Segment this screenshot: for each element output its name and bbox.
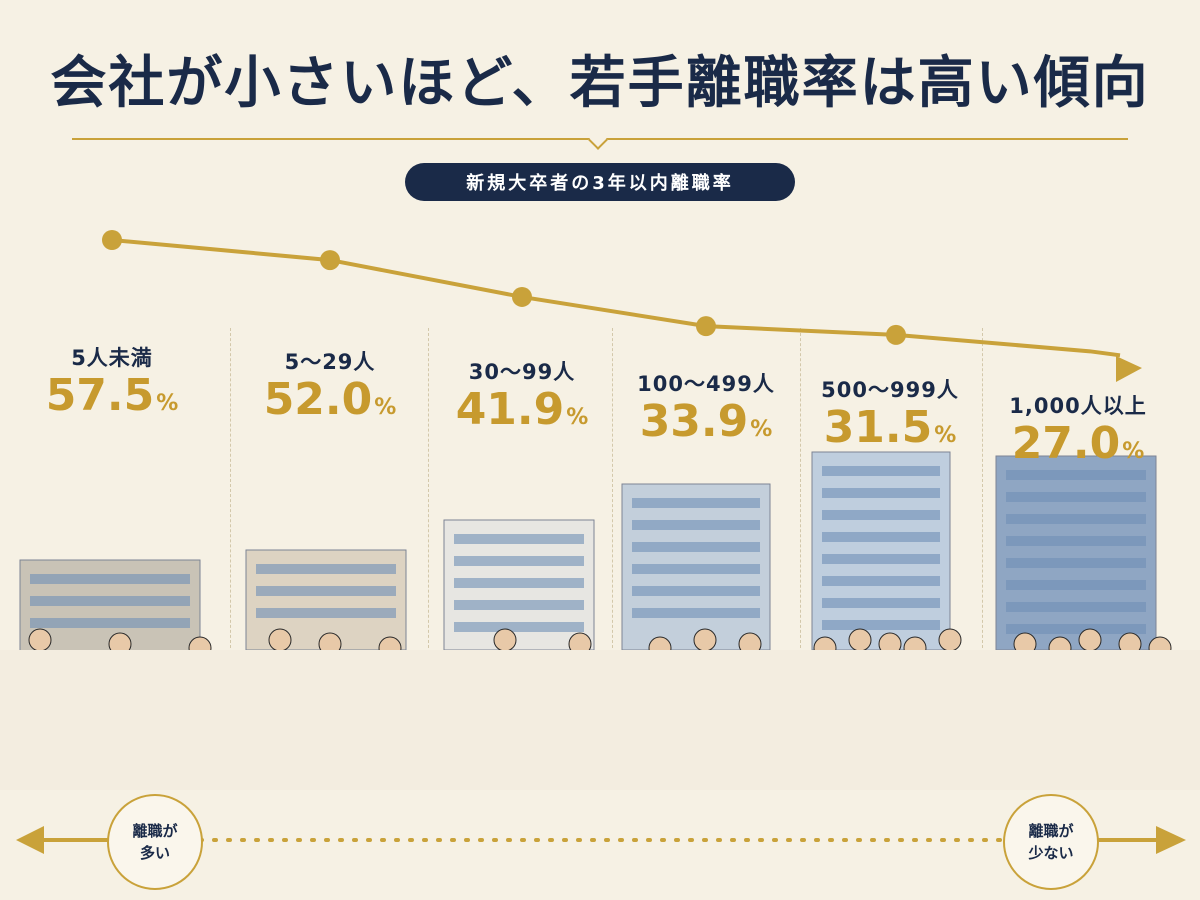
badge-line: 少ない — [1028, 844, 1074, 862]
data-label-value: 57.5 — [45, 370, 155, 421]
building-window — [1006, 470, 1146, 480]
building-window — [632, 586, 760, 596]
column-divider — [982, 328, 983, 648]
data-label: 57.5% — [12, 370, 212, 421]
people-illustration — [0, 650, 1200, 790]
data-point — [320, 250, 340, 271]
arrow-left-icon — [16, 826, 44, 854]
building-window — [632, 520, 760, 530]
arrow-right-icon — [1156, 826, 1186, 854]
turnover-scale — [16, 826, 1186, 854]
data-label-value: 31.5 — [823, 402, 933, 453]
data-label-value: 52.0 — [263, 374, 373, 425]
building-icon — [811, 451, 951, 651]
data-label-unit: % — [750, 417, 773, 442]
data-label-value: 27.0 — [1011, 418, 1121, 469]
building-window — [454, 622, 584, 632]
data-point — [886, 324, 906, 345]
data-label: 31.5% — [790, 402, 990, 453]
few-turnover-badge: 離職が 少ない — [1003, 794, 1099, 890]
category-label: 30～99人 — [468, 360, 576, 384]
column-divider — [428, 328, 429, 648]
building-icon — [995, 455, 1157, 651]
data-point — [512, 286, 532, 307]
building-window — [1006, 624, 1146, 634]
data-label-unit: % — [156, 391, 179, 416]
badge-line: 多い — [139, 844, 170, 862]
building-window — [256, 564, 396, 574]
building-window — [454, 600, 584, 610]
building-window — [454, 578, 584, 588]
category-label: 100～499人 — [637, 372, 775, 396]
badge-line: 離職が — [1028, 822, 1074, 840]
trend-arrowhead — [1116, 356, 1142, 382]
data-label-unit: % — [1122, 439, 1145, 464]
building-window — [1006, 602, 1146, 612]
building-window — [632, 564, 760, 574]
building-window — [822, 466, 940, 476]
column-divider — [800, 328, 801, 648]
series-line — [111, 238, 1121, 358]
category-label: 500～999人 — [821, 378, 959, 402]
building-window — [1006, 514, 1146, 524]
building-window — [30, 596, 190, 606]
building-window — [822, 554, 940, 564]
building-window — [822, 576, 940, 586]
building-window — [1006, 580, 1146, 590]
building-window — [256, 608, 396, 618]
building-window — [632, 542, 760, 552]
building-window — [1006, 492, 1146, 502]
category-label: 1,000人以上 — [1009, 394, 1147, 418]
chart-subtitle-pill: 新規大卒者の3年以内離職率 — [405, 163, 795, 201]
building-window — [822, 488, 940, 498]
building-window — [1006, 558, 1146, 568]
building-window — [822, 598, 940, 608]
column-divider — [612, 328, 613, 648]
badge-line: 離職が — [132, 822, 178, 840]
building-window — [822, 510, 940, 520]
building-window — [454, 534, 584, 544]
building-window — [1006, 536, 1146, 546]
building-window — [822, 532, 940, 542]
building-window — [454, 556, 584, 566]
data-label-unit: % — [566, 405, 589, 430]
building-window — [30, 618, 190, 628]
building-window — [632, 498, 760, 508]
building-window — [30, 574, 190, 584]
category-label: 5人未満 — [71, 346, 153, 370]
building-window — [256, 586, 396, 596]
category-label: 5～29人 — [284, 350, 376, 374]
many-turnover-badge: 離職が 多い — [107, 794, 203, 890]
data-label: 52.0% — [230, 374, 430, 425]
building-window — [822, 620, 940, 630]
data-label-unit: % — [374, 395, 397, 420]
column-divider — [230, 328, 231, 648]
data-label-value: 41.9 — [455, 384, 565, 435]
data-point — [696, 316, 716, 337]
data-label-unit: % — [934, 423, 957, 448]
data-label: 41.9% — [422, 384, 622, 435]
page-title: 会社が小さいほど、若手離職率は高い傾向 — [50, 50, 1150, 116]
data-label: 33.9% — [606, 396, 806, 447]
building-window — [632, 608, 760, 618]
data-point — [102, 230, 122, 250]
data-label: 27.0% — [978, 418, 1178, 469]
data-label-value: 33.9 — [639, 396, 749, 447]
